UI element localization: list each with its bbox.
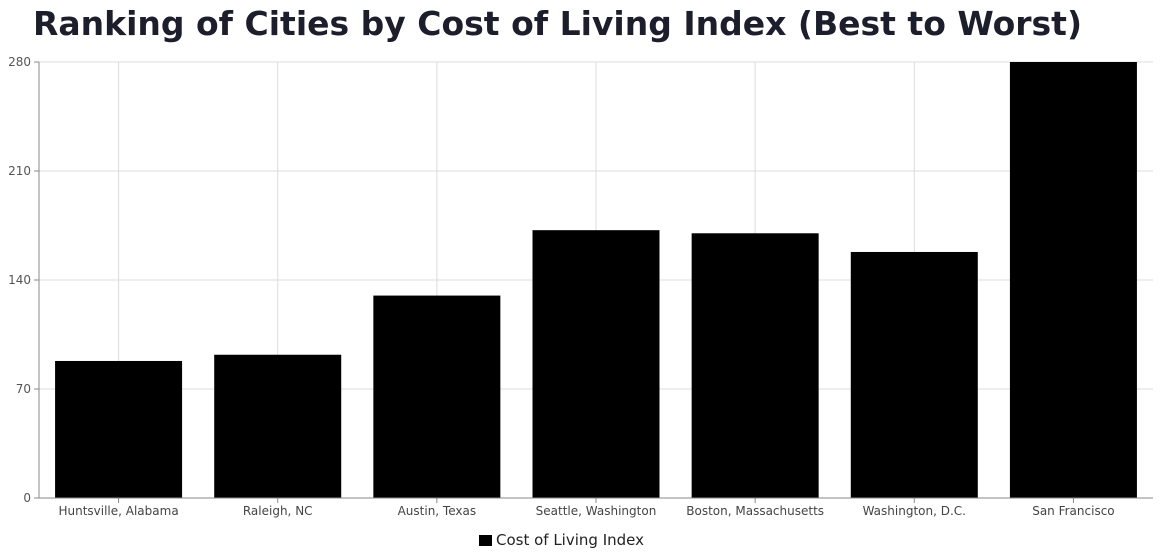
bar <box>1009 62 1137 498</box>
y-tick-label: 0 <box>23 491 31 505</box>
bar <box>214 354 342 498</box>
bar <box>373 295 501 498</box>
bars <box>55 62 1137 499</box>
y-tick-label: 140 <box>8 273 31 287</box>
x-tick-labels: Huntsville, Alabama Raleigh, NC Austin, Te… <box>58 504 1114 518</box>
bar-chart: 0 70 140 210 280 Huntsville, Alabama Raleigh,… <box>8 55 1153 518</box>
x-tick-label: San Francisco <box>1032 504 1114 518</box>
legend-label: Cost of Living Index <box>495 531 644 549</box>
y-tick-label: 70 <box>16 382 31 396</box>
y-tick-label: 210 <box>8 164 31 178</box>
y-tick-labels: 0 70 140 210 280 <box>8 55 31 505</box>
y-tick-label: 280 <box>8 55 31 69</box>
bar <box>55 360 183 498</box>
legend-swatch <box>478 534 492 546</box>
bar <box>691 233 819 499</box>
bar <box>850 251 978 498</box>
bar <box>532 230 660 498</box>
x-tick-label: Raleigh, NC <box>243 504 313 518</box>
x-tick-label: Boston, Massachusetts <box>686 504 824 518</box>
x-tick-label: Washington, D.C. <box>863 504 966 518</box>
chart-title: Ranking of Cities by Cost of Living Inde… <box>32 4 1083 43</box>
x-tick-label: Seattle, Washington <box>536 504 657 518</box>
axes <box>34 61 1153 503</box>
x-tick-label: Austin, Texas <box>398 504 477 518</box>
x-tick-label: Huntsville, Alabama <box>58 504 178 518</box>
legend: Cost of Living Index <box>0 531 1123 549</box>
